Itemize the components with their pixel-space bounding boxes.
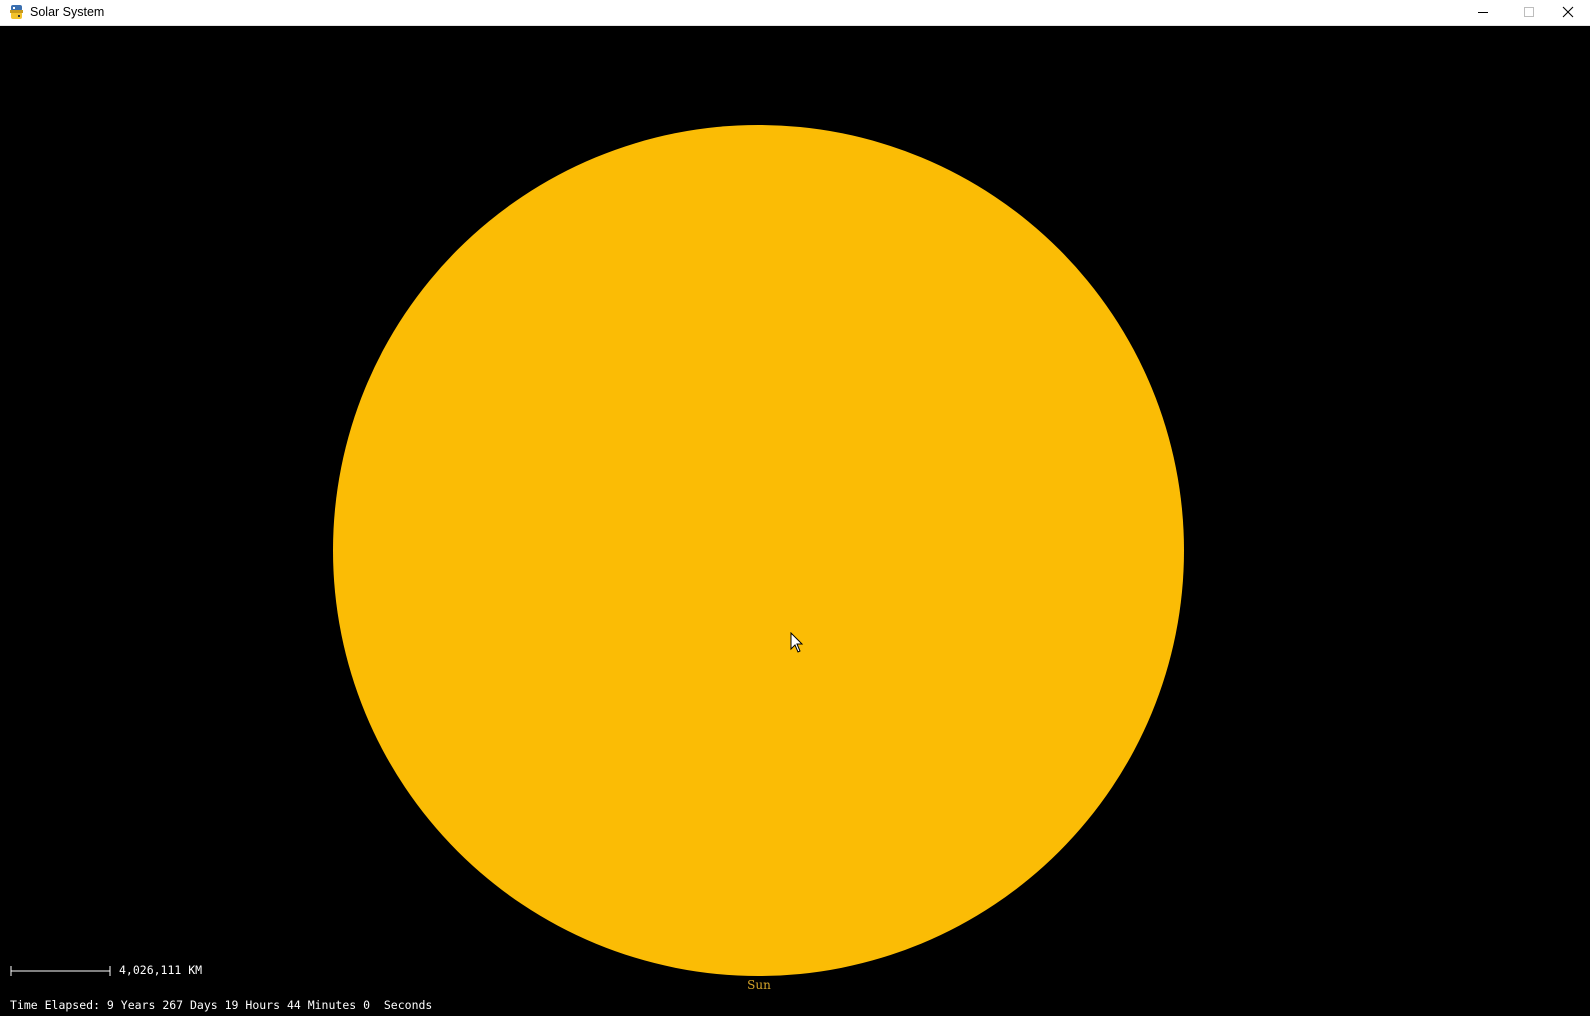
arrow-cursor-icon: [790, 631, 804, 654]
sun-body[interactable]: [333, 125, 1184, 976]
scale-label: 4,026,111 KM: [119, 963, 203, 977]
close-icon: [1562, 6, 1574, 18]
minimize-icon: [1477, 6, 1489, 18]
simulation-canvas[interactable]: Sun 4,026,111 KM Time Elapsed: 9 Years 2…: [0, 26, 1590, 1016]
sun-label: Sun: [747, 978, 771, 992]
close-button[interactable]: [1545, 0, 1590, 24]
scale-bar: [10, 963, 112, 982]
title-bar[interactable]: Solar System: [0, 0, 1590, 26]
minimize-button[interactable]: [1460, 0, 1506, 24]
time-elapsed-readout: Time Elapsed: 9 Years 267 Days 19 Hours …: [10, 998, 433, 1012]
maximize-button[interactable]: [1506, 0, 1552, 24]
window-title: Solar System: [30, 5, 105, 19]
maximize-icon: [1523, 6, 1535, 18]
python-icon: [9, 4, 24, 20]
